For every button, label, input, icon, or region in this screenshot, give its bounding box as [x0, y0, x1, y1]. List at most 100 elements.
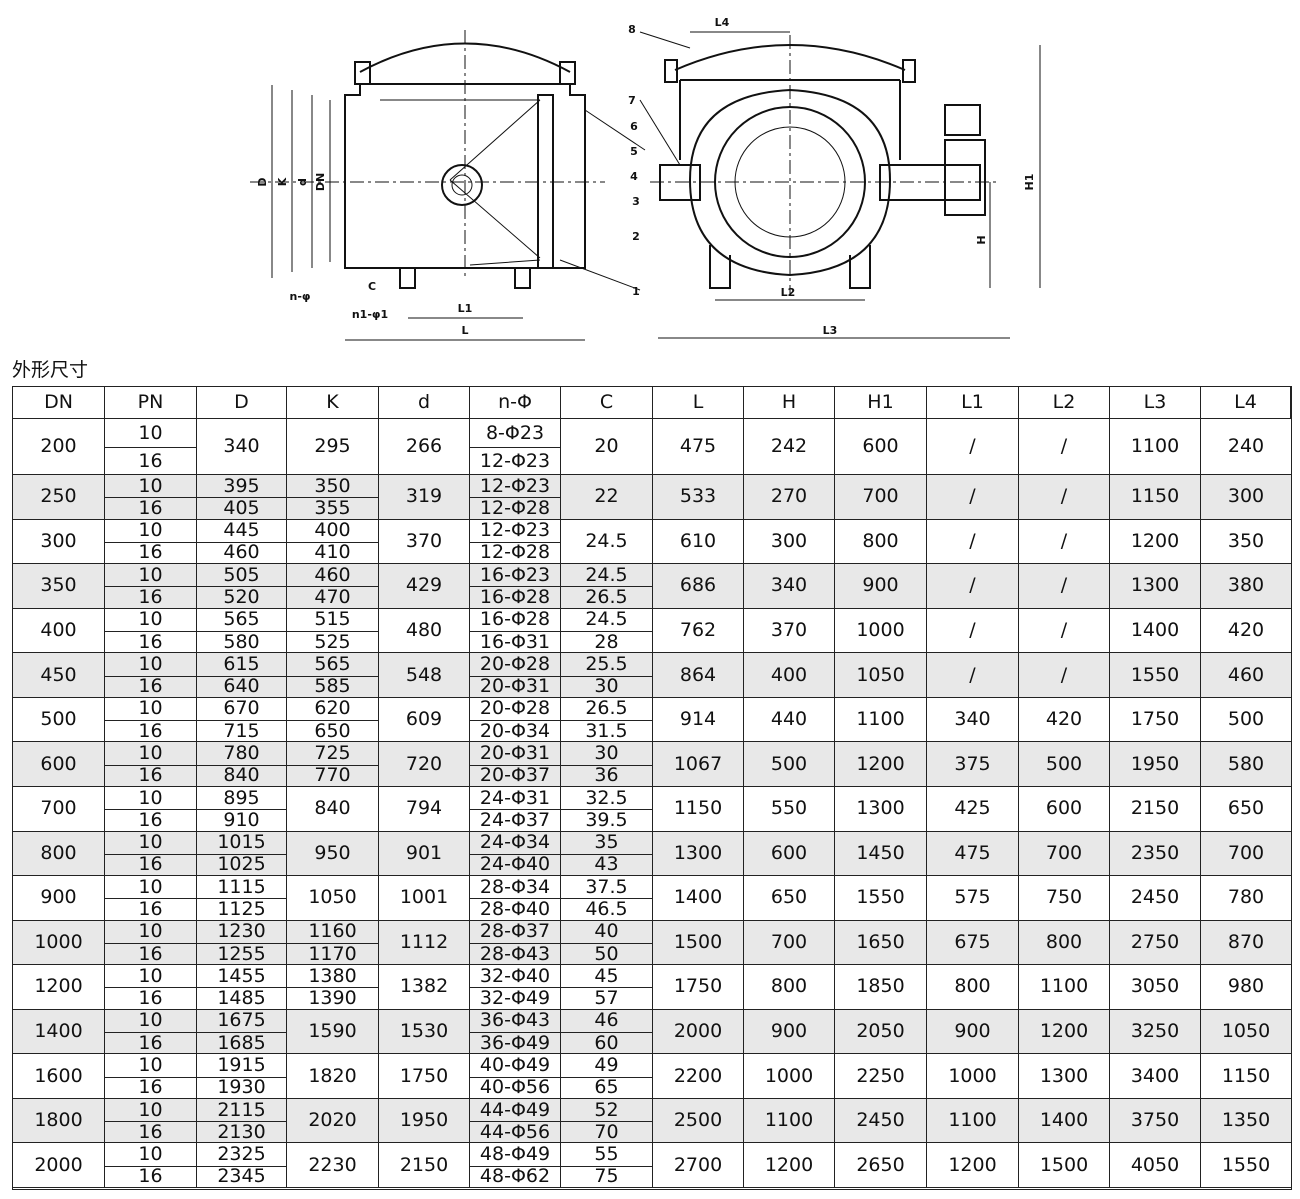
table-cell: 700 [835, 475, 927, 520]
table-cell: 2250 [835, 1054, 927, 1099]
table-cell: 1400 [1110, 608, 1201, 654]
table-cell: 1100 [744, 1098, 835, 1144]
sub-cell: 28-Φ37 [470, 921, 560, 944]
table-cell: 3250 [1110, 1009, 1201, 1055]
body-shell [688, 88, 892, 277]
table-cell: 400 410 [287, 519, 379, 565]
table-cell: 295 [287, 419, 379, 475]
table-cell: 28-Φ34 28-Φ40 [470, 876, 561, 921]
table-cell: 2115 2130 [197, 1098, 287, 1144]
sub-cell: 1125 [217, 897, 266, 920]
sub-cell: 1025 [217, 853, 266, 876]
table-cell: 340 [927, 697, 1019, 743]
table-cell: 914 [653, 697, 744, 743]
table-cell: 1550 [1201, 1143, 1291, 1188]
sub-cell: 52 [561, 1099, 652, 1123]
sub-cell: 16 [138, 1076, 163, 1099]
hinge [441, 164, 483, 206]
table-cell: 1100 [835, 697, 927, 743]
section-title: 外形尺寸 [12, 359, 89, 381]
sub-cell: 60 [594, 1031, 619, 1054]
drawing-label: d [296, 178, 309, 186]
table-cell: 450 [13, 653, 105, 698]
drawing-label: C [368, 280, 376, 293]
table-cell: 1000 [835, 608, 927, 654]
sub-cell: 585 [314, 675, 351, 698]
table-cell: 1115 1125 [197, 876, 287, 921]
table-cell: 675 [927, 920, 1019, 966]
sub-cell: 725 [287, 742, 378, 766]
header-cell: K [287, 387, 379, 419]
table-cell: 240 [1201, 419, 1291, 475]
table-cell: 420 [1019, 697, 1110, 743]
sub-cell: 16 [138, 764, 163, 787]
sub-cell: 49 [561, 1054, 652, 1078]
table-cell: 445 460 [197, 519, 287, 565]
table-cell: 10 16 [105, 564, 197, 609]
sub-cell: 28 [594, 630, 619, 653]
table-cell: 319 [379, 475, 470, 520]
table-cell: 1200 [1110, 519, 1201, 565]
sub-cell: 28-Φ34 [470, 876, 560, 900]
sub-cell: 520 [223, 586, 260, 609]
sub-cell: 16 [138, 541, 163, 564]
table-cell: 2350 [1110, 831, 1201, 877]
table-cell: 870 [1201, 920, 1291, 966]
sub-cell: 640 [223, 675, 260, 698]
table-cell: 700 [13, 786, 105, 832]
sub-cell: 525 [314, 630, 351, 653]
table-cell: 350 [1201, 519, 1291, 565]
sub-cell: 10 [105, 609, 196, 632]
table-cell: 2750 [1110, 920, 1201, 966]
table-cell: 2020 [287, 1098, 379, 1144]
sub-cell: 715 [223, 719, 260, 742]
table-cell: 1200 [13, 965, 105, 1010]
table-cell: 1750 [653, 965, 744, 1010]
table-cell: 3400 [1110, 1054, 1201, 1099]
sub-cell: 10 [105, 742, 196, 766]
sub-cell: 36-Φ49 [479, 1031, 551, 1054]
sub-cell: 770 [314, 764, 351, 787]
table-cell: 2700 [653, 1143, 744, 1188]
table-cell: 2150 [379, 1143, 470, 1188]
sub-cell: 10 [105, 564, 196, 588]
sub-cell: 26.5 [585, 586, 628, 609]
sub-cell: 400 [287, 520, 378, 543]
table-cell: 10 16 [105, 475, 197, 520]
header-cell: L1 [927, 387, 1019, 419]
sub-cell: 780 [197, 742, 286, 766]
sub-cell: 505 [197, 564, 286, 588]
sub-cell: 16 [138, 942, 163, 965]
table-cell: 2000 [653, 1009, 744, 1055]
table-cell: 895 910 [197, 786, 287, 832]
table-cell: 46 60 [561, 1009, 653, 1055]
flange [902, 59, 916, 83]
table-cell: 800 [927, 965, 1019, 1010]
table-cell: 380 [1201, 564, 1291, 609]
table-cell: / [1019, 608, 1110, 654]
leader [584, 109, 646, 151]
table-cell: / [927, 653, 1019, 698]
flange [354, 61, 371, 85]
table-cell: 45 57 [561, 965, 653, 1010]
sub-cell: 10 [105, 475, 196, 499]
table-cell: 800 [1019, 920, 1110, 966]
drawing-label: D [256, 177, 269, 186]
sub-cell: 670 [197, 698, 286, 722]
table-cell: 650 [1201, 786, 1291, 832]
table-cell: 750 [1019, 876, 1110, 921]
table-cell: 12-Φ23 12-Φ28 [470, 475, 561, 520]
table-cell: 8-Φ23 12-Φ23 [470, 419, 561, 475]
sub-cell: 620 [287, 698, 378, 722]
sub-cell: 12-Φ23 [479, 449, 551, 472]
table-cell: 10 16 [105, 1054, 197, 1099]
body [344, 83, 586, 269]
sub-cell: 840 [223, 764, 260, 787]
table-cell: 2450 [835, 1098, 927, 1144]
table-cell: 515 525 [287, 608, 379, 654]
drawing-label: n-φ [289, 290, 310, 303]
table-cell: 25.5 30 [561, 653, 653, 698]
table-cell: 686 [653, 564, 744, 609]
table-cell: 20-Φ28 20-Φ34 [470, 697, 561, 743]
